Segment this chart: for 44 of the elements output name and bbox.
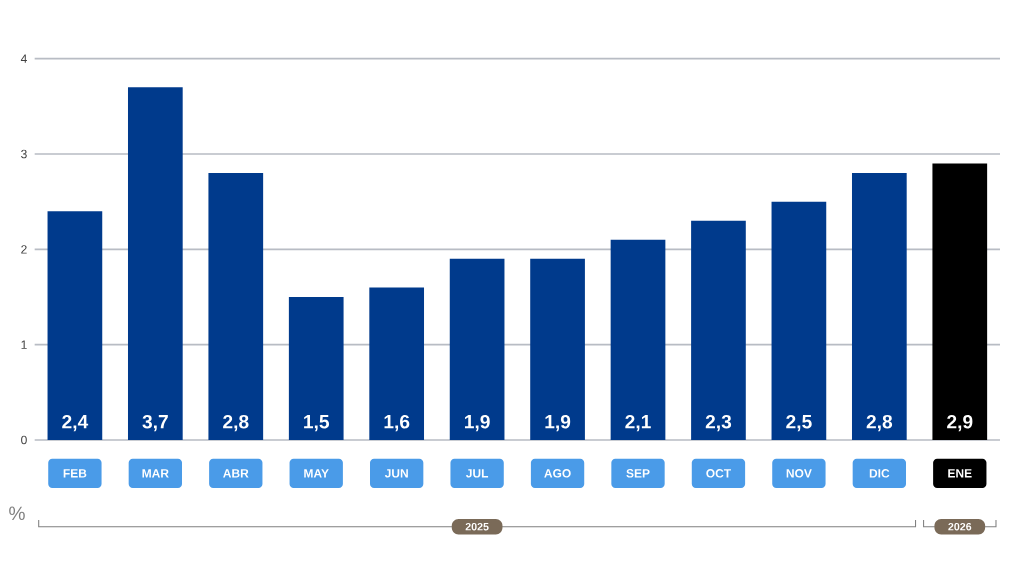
data-label: 2,4 [62, 414, 89, 432]
y-tick-label: 2 [21, 245, 27, 254]
bar [851, 173, 907, 440]
data-label: 1,9 [464, 414, 490, 432]
x-tick-label: JUL [465, 469, 489, 478]
data-label: 2,8 [223, 414, 249, 432]
x-tick-label: JUN [384, 469, 408, 478]
data-label: 2,3 [705, 414, 732, 432]
bar [127, 87, 183, 440]
bar [208, 173, 264, 440]
x-tick-label: MAR [142, 469, 169, 478]
data-label: 1,9 [545, 414, 571, 432]
data-label: 2,1 [625, 414, 651, 432]
bar [932, 163, 988, 440]
bar [771, 201, 827, 440]
data-label: 2,9 [947, 414, 973, 432]
bar [530, 258, 585, 440]
y-axis-title: % [9, 506, 25, 521]
x-tick-label: OCT [706, 469, 731, 478]
y-tick-label: 3 [21, 149, 27, 159]
y-tick-label: 0 [21, 435, 27, 445]
bar [449, 258, 505, 440]
text: 2025 [465, 522, 489, 531]
x-tick-label: AGO [544, 469, 571, 478]
bar [369, 287, 425, 440]
bar [610, 239, 666, 440]
data-label: 1,5 [304, 415, 330, 432]
y-tick-label: 4 [20, 54, 27, 63]
x-tick-label: DIC [869, 469, 890, 478]
text: 2026 [948, 522, 972, 531]
data-label: 3,7 [142, 414, 168, 432]
data-label: 2,8 [866, 414, 893, 432]
x-tick-label: ABR [223, 469, 249, 478]
bar [288, 297, 344, 440]
bar [47, 211, 103, 440]
data-label: 1,6 [384, 414, 410, 432]
y-tick-label: 1 [21, 340, 27, 349]
x-tick-label: FEB [63, 469, 87, 478]
bar [691, 220, 746, 440]
x-tick-label: ENE [948, 469, 972, 478]
data-label: 2,5 [786, 414, 812, 432]
x-tick-label: NOV [786, 469, 812, 478]
x-tick-label: SEP [626, 469, 650, 478]
x-tick-label: MAY [304, 469, 329, 478]
